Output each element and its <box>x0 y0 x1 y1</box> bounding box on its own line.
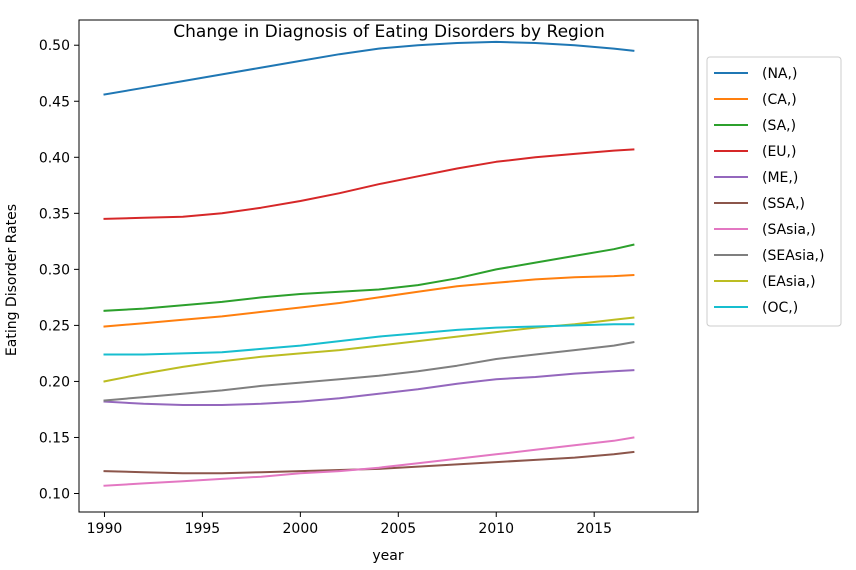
y-tick-label: 0.30 <box>39 262 70 278</box>
series-line-3 <box>103 148 635 220</box>
x-tick-label: 2000 <box>283 521 319 537</box>
legend: (NA,) (CA,) (SA,) (EU,) (ME,) (SSA,) (SAsia,) (… <box>706 56 842 327</box>
legend-label-0: (NA,) <box>762 66 797 82</box>
x-tick-label: 1990 <box>87 521 123 537</box>
series-line-2 <box>103 243 635 312</box>
series-line-5 <box>103 450 635 475</box>
series-line-6 <box>103 436 635 487</box>
series-line-4 <box>103 369 635 406</box>
series-line-0 <box>103 40 635 96</box>
y-tick-label: 0.20 <box>39 374 70 390</box>
x-axis: 1990 1995 2000 2005 2010 2015 <box>87 512 612 537</box>
series-line-8 <box>103 316 635 383</box>
legend-label-2: (SA,) <box>762 118 796 134</box>
y-tick-label: 0.10 <box>39 487 70 503</box>
y-tick-label: 0.50 <box>39 38 70 54</box>
y-tick-label: 0.25 <box>39 318 70 334</box>
series-line-1 <box>103 273 635 328</box>
legend-label-8: (EAsia,) <box>762 274 816 290</box>
x-tick-label: 1995 <box>185 521 221 537</box>
y-axis: 0.10 0.15 0.20 0.25 0.30 0.35 0.40 0.45 0.50 <box>39 38 79 503</box>
y-tick-label: 0.40 <box>39 150 70 166</box>
x-tick-label: 2015 <box>576 521 612 537</box>
x-axis-label: year <box>372 548 403 564</box>
series-line-7 <box>103 341 635 402</box>
legend-label-7: (SEAsia,) <box>762 248 824 264</box>
y-tick-label: 0.45 <box>39 94 70 110</box>
legend-label-6: (SAsia,) <box>762 222 816 238</box>
legend-label-3: (EU,) <box>762 144 796 160</box>
chart-title: Change in Diagnosis of Eating Disorders … <box>173 22 604 42</box>
legend-label-5: (SSA,) <box>762 196 805 212</box>
y-tick-label: 0.15 <box>39 430 70 446</box>
series-line-9 <box>103 323 635 356</box>
x-tick-label: 2005 <box>380 521 416 537</box>
x-tick-label: 2010 <box>478 521 514 537</box>
legend-label-4: (ME,) <box>762 170 798 186</box>
series-layer <box>103 40 635 487</box>
legend-label-9: (OC,) <box>762 300 798 316</box>
plot-area-frame <box>78 19 699 513</box>
legend-label-1: (CA,) <box>762 92 797 108</box>
y-axis-label: Eating Disorder Rates <box>4 204 20 356</box>
y-tick-label: 0.35 <box>39 206 70 222</box>
